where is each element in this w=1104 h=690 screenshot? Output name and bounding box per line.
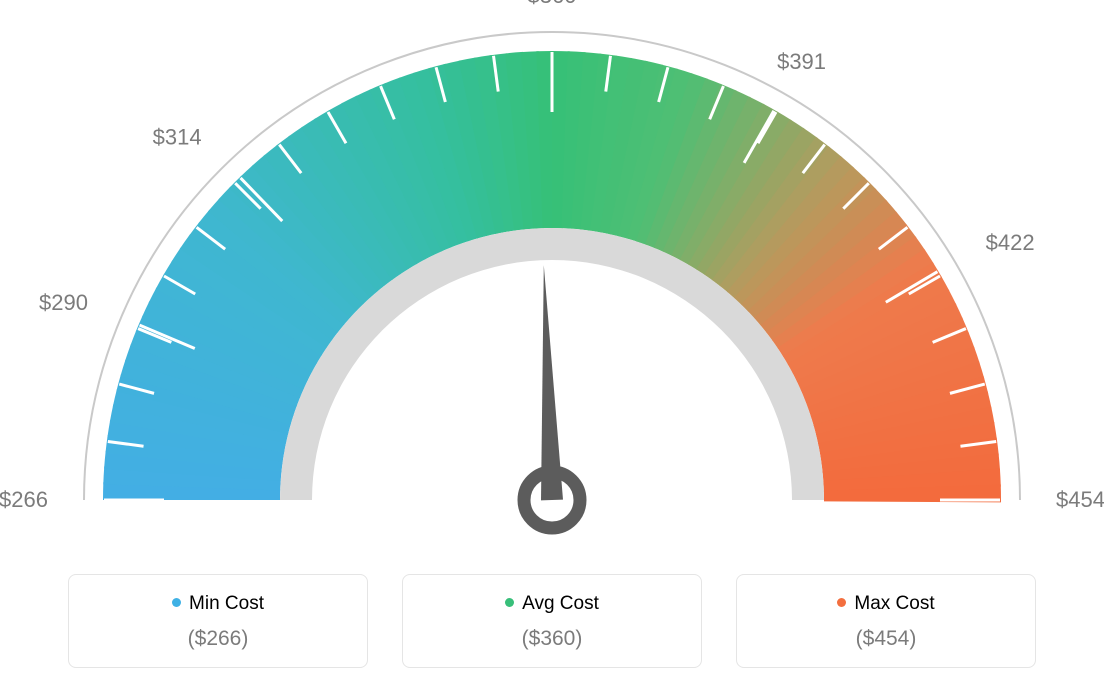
legend-value-min: ($266) — [69, 627, 367, 651]
dot-icon — [505, 598, 514, 607]
chart-container: $266 $290 $314 $360 $391 $422 $454 Min Cost ($… — [0, 0, 1104, 690]
svg-text:$360: $360 — [528, 0, 577, 8]
dot-icon — [837, 598, 846, 607]
legend-label: Avg Cost — [522, 593, 599, 614]
legend-row: Min Cost ($266) Avg Cost ($360) Max Cost… — [0, 574, 1104, 668]
svg-text:$391: $391 — [777, 49, 826, 74]
legend-label: Min Cost — [189, 593, 264, 614]
legend-card-avg: Avg Cost ($360) — [402, 574, 702, 668]
legend-value-max: ($454) — [737, 627, 1035, 651]
svg-text:$290: $290 — [39, 290, 88, 315]
legend-card-max: Max Cost ($454) — [736, 574, 1036, 668]
legend-card-min: Min Cost ($266) — [68, 574, 368, 668]
dot-icon — [172, 598, 181, 607]
legend-label: Max Cost — [854, 593, 934, 614]
legend-value-avg: ($360) — [403, 627, 701, 651]
svg-text:$266: $266 — [0, 487, 48, 512]
gauge: $266 $290 $314 $360 $391 $422 $454 — [0, 0, 1104, 560]
legend-title-min: Min Cost — [69, 593, 367, 615]
legend-title-max: Max Cost — [737, 593, 1035, 615]
svg-text:$454: $454 — [1056, 487, 1104, 512]
svg-text:$422: $422 — [986, 230, 1035, 255]
svg-text:$314: $314 — [153, 125, 202, 150]
legend-title-avg: Avg Cost — [403, 593, 701, 615]
